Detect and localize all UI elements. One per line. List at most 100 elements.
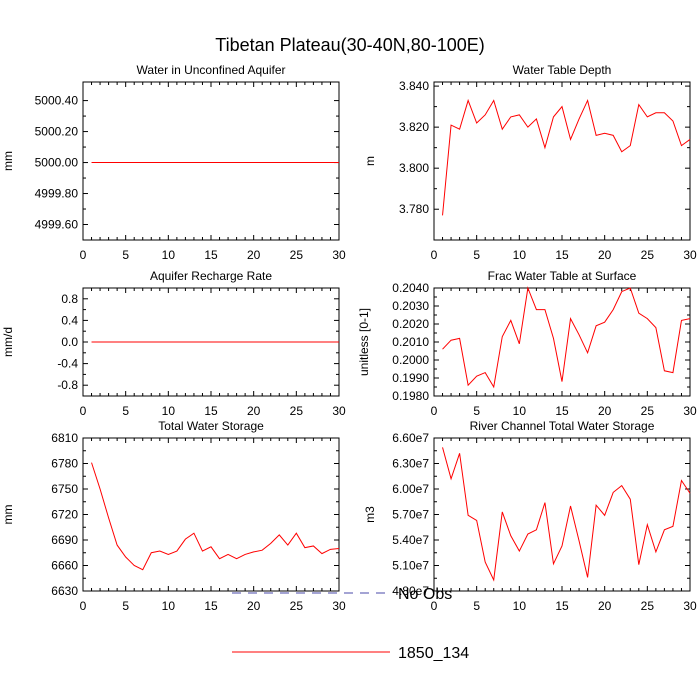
x-tick-label: 20 xyxy=(247,599,261,613)
y-tick-label: 3.820 xyxy=(399,120,429,134)
x-tick-label: 5 xyxy=(473,248,480,262)
y-axis-label: m3 xyxy=(363,506,377,523)
series-line-1850_134 xyxy=(91,462,340,571)
x-tick-label: 15 xyxy=(555,248,569,262)
y-tick-label: 6720 xyxy=(51,508,78,522)
y-tick-label: 0.1980 xyxy=(392,389,429,403)
legend-no-obs-label: No Obs xyxy=(398,586,452,603)
y-tick-label: 0.2020 xyxy=(392,317,429,331)
y-tick-label: 0.2010 xyxy=(392,335,429,349)
plot-frame xyxy=(433,81,691,241)
panel-2: Water Table Depth m 0 5 10 15 20 25 30 3.780 3.800… xyxy=(363,63,697,262)
panel-title: Frac Water Table at Surface xyxy=(488,269,637,283)
panel-3: Aquifer Recharge Rate mm/d 0 5 10 15 20 25 30 -0.… xyxy=(1,269,346,418)
panel-title: Aquifer Recharge Rate xyxy=(150,269,272,283)
y-axis-label: mm xyxy=(1,151,15,171)
y-tick-label: 6690 xyxy=(51,533,78,547)
x-tick-label: 0 xyxy=(80,404,87,418)
y-tick-label: 6750 xyxy=(51,482,78,496)
x-tick-label: 25 xyxy=(641,248,655,262)
x-tick-label: 25 xyxy=(290,599,304,613)
x-tick-label: 20 xyxy=(247,248,261,262)
y-tick-label: 6780 xyxy=(51,457,78,471)
x-tick-label: 15 xyxy=(555,599,569,613)
x-tick-label: 5 xyxy=(473,599,480,613)
series-line-1850_134 xyxy=(442,286,691,389)
x-tick-label: 20 xyxy=(598,404,612,418)
y-tick-label: 5.70e7 xyxy=(392,508,429,522)
x-tick-label: 30 xyxy=(683,404,697,418)
y-tick-label: 0.0 xyxy=(61,335,78,349)
x-tick-label: 0 xyxy=(431,404,438,418)
y-tick-label: 6.00e7 xyxy=(392,482,429,496)
x-tick-label: 15 xyxy=(555,404,569,418)
y-tick-label: 5.40e7 xyxy=(392,533,429,547)
panel-title: Total Water Storage xyxy=(158,419,264,433)
x-tick-label: 20 xyxy=(598,599,612,613)
y-axis-label: unitless [0-1] xyxy=(357,308,371,376)
y-tick-label: 4999.60 xyxy=(35,218,79,232)
panel-6: River Channel Total Water Storage m3 0 5 10 1… xyxy=(363,419,697,613)
series-line-1850_134 xyxy=(442,98,691,216)
y-tick-label: 4.80e7 xyxy=(392,584,429,598)
x-tick-label: 10 xyxy=(162,248,176,262)
y-tick-label: 0.1990 xyxy=(392,371,429,385)
panel-title: Water Table Depth xyxy=(513,63,612,77)
y-tick-label: 6810 xyxy=(51,431,78,445)
x-tick-label: 30 xyxy=(683,599,697,613)
x-tick-label: 5 xyxy=(122,599,129,613)
y-tick-label: 6.30e7 xyxy=(392,457,429,471)
panel-4: Frac Water Table at Surface unitless [0-1… xyxy=(357,269,697,418)
y-tick-label: -0.4 xyxy=(57,357,78,371)
series-line-1850_134 xyxy=(442,447,691,582)
panel-1: Water in Unconfined Aquifer mm 0 5 10 15 20 25 3… xyxy=(1,63,346,262)
x-tick-label: 30 xyxy=(332,404,346,418)
y-tick-label: 5000.20 xyxy=(35,125,79,139)
legend: No Obs 1850_134 xyxy=(232,586,469,662)
panels: Water in Unconfined Aquifer mm 0 5 10 15 20 25 3… xyxy=(1,63,697,613)
y-axis-label: m xyxy=(363,156,377,166)
legend-1850-134-label: 1850_134 xyxy=(398,645,469,662)
x-tick-label: 10 xyxy=(513,599,527,613)
x-tick-label: 0 xyxy=(431,248,438,262)
x-tick-label: 5 xyxy=(122,248,129,262)
x-tick-label: 5 xyxy=(473,404,480,418)
x-tick-label: 15 xyxy=(204,404,218,418)
panel-title: River Channel Total Water Storage xyxy=(470,419,655,433)
y-axis-label: mm xyxy=(1,505,15,525)
x-tick-label: 25 xyxy=(641,599,655,613)
plot-frame xyxy=(82,437,340,592)
x-tick-label: 10 xyxy=(162,404,176,418)
x-tick-label: 0 xyxy=(80,599,87,613)
y-tick-label: 4999.80 xyxy=(35,187,79,201)
y-tick-label: 5000.40 xyxy=(35,94,79,108)
x-tick-label: 30 xyxy=(683,248,697,262)
y-tick-label: 0.8 xyxy=(61,292,78,306)
figure-title: Tibetan Plateau(30-40N,80-100E) xyxy=(215,35,485,55)
x-tick-label: 5 xyxy=(122,404,129,418)
x-tick-label: 30 xyxy=(332,599,346,613)
y-tick-label: 3.800 xyxy=(399,161,429,175)
y-tick-label: 3.840 xyxy=(399,79,429,93)
y-tick-label: 5000.00 xyxy=(35,156,79,170)
x-tick-label: 30 xyxy=(332,248,346,262)
y-tick-label: 5.10e7 xyxy=(392,559,429,573)
panel-title: Water in Unconfined Aquifer xyxy=(137,63,286,77)
y-tick-label: -0.8 xyxy=(57,378,78,392)
y-tick-label: 6630 xyxy=(51,584,78,598)
y-tick-label: 0.4 xyxy=(61,313,78,327)
panel-5: Total Water Storage mm 0 5 10 15 20 25 30 6630 666… xyxy=(1,419,346,613)
y-tick-label: 6.60e7 xyxy=(392,431,429,445)
x-tick-label: 0 xyxy=(80,248,87,262)
plot-frame xyxy=(433,437,691,592)
y-tick-label: 0.2030 xyxy=(392,299,429,313)
x-tick-label: 10 xyxy=(513,248,527,262)
y-tick-label: 0.2040 xyxy=(392,281,429,295)
x-tick-label: 0 xyxy=(431,599,438,613)
x-tick-label: 25 xyxy=(290,404,304,418)
x-tick-label: 20 xyxy=(247,404,261,418)
x-tick-label: 25 xyxy=(641,404,655,418)
x-tick-label: 15 xyxy=(204,599,218,613)
y-axis-label: mm/d xyxy=(1,327,15,357)
